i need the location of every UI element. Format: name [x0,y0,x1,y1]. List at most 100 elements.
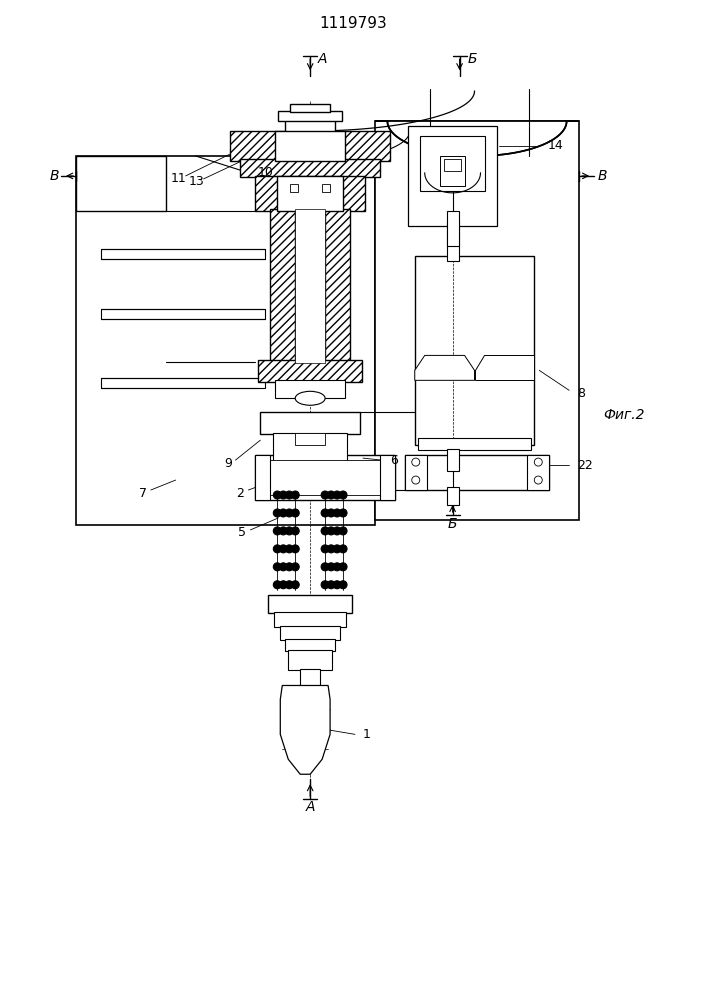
Circle shape [279,509,287,517]
Circle shape [321,491,329,499]
Circle shape [327,545,335,553]
Bar [285,118,335,133]
Circle shape [339,509,347,517]
Bar [527,455,549,490]
Text: 11: 11 [171,172,187,185]
Bar [101,309,265,319]
Bar [275,131,345,161]
Bar [300,669,320,686]
Text: 1119793: 1119793 [319,16,387,31]
Text: 10: 10 [257,166,274,179]
Bar [258,360,362,382]
Text: Б: Б [467,52,477,66]
Bar [101,249,265,259]
Text: 5: 5 [238,526,247,539]
Bar [418,438,531,450]
Circle shape [327,491,335,499]
Bar [76,156,375,525]
Circle shape [274,581,281,589]
Circle shape [321,581,329,589]
Bar [255,455,395,500]
Bar [274,612,346,627]
Circle shape [339,545,347,553]
Bar [447,449,459,471]
Circle shape [279,581,287,589]
Ellipse shape [296,391,325,405]
Bar [280,626,340,640]
Text: Фиг.2: Фиг.2 [603,408,645,422]
Circle shape [327,509,335,517]
Text: 6: 6 [390,454,398,467]
Bar [277,176,343,211]
Circle shape [279,527,287,535]
Circle shape [333,527,341,535]
Circle shape [291,491,299,499]
Circle shape [339,581,347,589]
Bar [447,221,459,261]
Circle shape [339,491,347,499]
Bar [380,455,395,500]
Text: 2: 2 [237,487,245,500]
Text: Б: Б [448,517,457,531]
Text: 13: 13 [189,175,204,188]
Bar [274,433,347,461]
Text: A: A [305,800,315,814]
Circle shape [274,545,281,553]
Text: В: В [597,169,607,183]
Text: A: A [318,52,327,66]
Bar [447,211,459,246]
Text: 1: 1 [363,728,371,741]
Circle shape [333,563,341,571]
Bar [255,176,365,211]
Bar [101,378,265,388]
Circle shape [291,563,299,571]
Circle shape [285,581,293,589]
Circle shape [339,563,347,571]
Bar [240,159,380,177]
Polygon shape [280,685,330,774]
Bar [325,209,350,363]
Bar [322,184,330,192]
Circle shape [321,545,329,553]
Text: 7: 7 [139,487,147,500]
Circle shape [285,563,293,571]
Circle shape [285,509,293,517]
Circle shape [279,545,287,553]
Circle shape [274,563,281,571]
Circle shape [411,458,420,466]
Polygon shape [375,121,579,156]
Circle shape [291,509,299,517]
Bar [405,455,427,490]
Circle shape [333,581,341,589]
Bar [230,131,390,161]
Bar [291,104,330,112]
Bar [285,639,335,651]
Circle shape [274,491,281,499]
Polygon shape [415,355,474,380]
Circle shape [321,563,329,571]
Circle shape [291,581,299,589]
Bar [375,121,579,520]
Text: 8: 8 [577,387,585,400]
Bar [288,650,332,670]
Bar [444,159,460,171]
Bar [296,433,325,445]
Circle shape [291,545,299,553]
Text: 22: 22 [577,459,593,472]
Bar [291,184,298,192]
Circle shape [327,563,335,571]
Bar [408,126,498,226]
Bar [275,380,345,398]
Circle shape [285,545,293,553]
Bar [270,209,296,363]
Bar [279,111,342,121]
Circle shape [279,491,287,499]
Circle shape [534,458,542,466]
Circle shape [274,509,281,517]
Circle shape [321,527,329,535]
Circle shape [327,581,335,589]
Circle shape [333,509,341,517]
Bar [76,156,165,211]
Bar [440,156,464,186]
Circle shape [279,563,287,571]
